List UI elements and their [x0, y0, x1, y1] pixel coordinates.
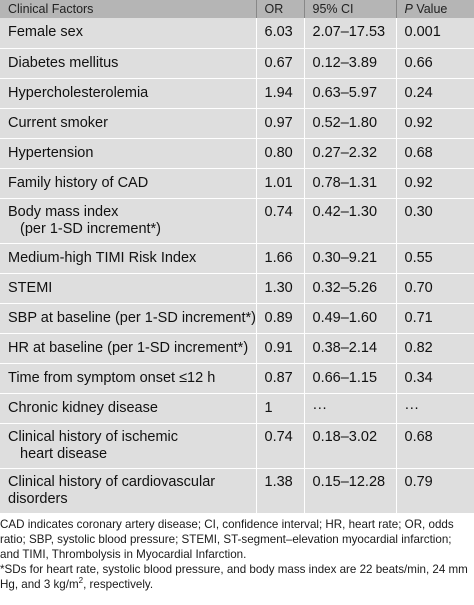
or-cell: 1.66 [256, 243, 305, 273]
p-cell: 0.34 [404, 369, 433, 386]
or-cell: 0.91 [256, 333, 305, 363]
factor-cell: HR at baseline (per 1-SD increment*) [0, 333, 257, 363]
abbreviations-footnote: CAD indicates coronary artery disease; C… [0, 518, 454, 561]
table-row: Body mass index (per 1-SD increment*) 0.7… [0, 198, 474, 243]
header-p-rest: Value [412, 2, 448, 16]
p-cell: 0.55 [404, 249, 433, 266]
sd-footnote-text: *SDs for heart rate, systolic blood pres… [0, 563, 468, 591]
or-cell: 0.87 [256, 363, 305, 393]
header-confidence-interval: 95% CI [304, 0, 397, 18]
ci-cell: 0.15–12.28 [304, 468, 397, 513]
factor-line-1: Clinical history of ischemic [8, 428, 179, 445]
factor-cell: Body mass index (per 1-SD increment*) [0, 198, 257, 243]
p-cell: 0.68 [404, 428, 433, 445]
or-cell: 1.30 [256, 273, 305, 303]
factor-cell: Chronic kidney disease [0, 393, 257, 423]
ci-cell: 0.78–1.31 [304, 168, 397, 198]
ci-cell: 0.12–3.89 [304, 48, 397, 78]
factor-cell: Clinical history of ischemic heart diseas… [0, 423, 257, 468]
table-row: Current smoker 0.97 0.52–1.80 0.92 [0, 108, 474, 138]
ci-cell: 0.30–9.21 [304, 243, 397, 273]
or-cell: 0.74 [256, 423, 305, 468]
table-row: Chronic kidney disease 1 ··· ··· [0, 393, 474, 423]
ci-cell: 0.52–1.80 [304, 108, 397, 138]
factor-line-2: disorders [8, 490, 68, 507]
factor-line-2: heart disease [20, 445, 108, 462]
or-cell: 1.94 [256, 78, 305, 108]
or-cell: 1 [256, 393, 305, 423]
table-footnotes: CAD indicates coronary artery disease; C… [0, 517, 470, 592]
p-cell: 0.001 [404, 24, 441, 41]
p-cell: 0.70 [404, 279, 433, 296]
table-row: STEMI 1.30 0.32–5.26 0.70 [0, 273, 474, 303]
sd-footnote: *SDs for heart rate, systolic blood pres… [0, 562, 470, 592]
table-row: Hypertension 0.80 0.27–2.32 0.68 [0, 138, 474, 168]
ci-cell: ··· [304, 393, 397, 423]
header-odds-ratio: OR [256, 0, 305, 18]
table-row: Diabetes mellitus 0.67 0.12–3.89 0.66 [0, 48, 474, 78]
header-p-letter: P [404, 2, 413, 16]
table-row: Hypercholesterolemia 1.94 0.63–5.97 0.24 [0, 78, 474, 108]
factor-cell: Female sex [0, 18, 257, 48]
factor-cell: Current smoker [0, 108, 257, 138]
or-cell: 6.03 [256, 18, 305, 48]
ci-cell: 0.49–1.60 [304, 303, 397, 333]
factor-line-1: Body mass index [8, 203, 119, 220]
or-cell: 0.89 [256, 303, 305, 333]
table-row: Time from symptom onset ≤12 h 0.87 0.66–… [0, 363, 474, 393]
ci-cell: 0.38–2.14 [304, 333, 397, 363]
p-cell: 0.24 [404, 84, 433, 101]
ci-cell: 0.63–5.97 [304, 78, 397, 108]
clinical-factors-table: Clinical Factors OR 95% CI P Value Femal… [0, 0, 474, 513]
p-cell: ··· [404, 399, 420, 416]
p-cell: 0.66 [404, 54, 433, 71]
factor-cell: Family history of CAD [0, 168, 257, 198]
factor-cell: Medium-high TIMI Risk Index [0, 243, 257, 273]
factor-cell: Hypercholesterolemia [0, 78, 257, 108]
or-cell: 0.97 [256, 108, 305, 138]
or-cell: 0.67 [256, 48, 305, 78]
or-cell: 1.38 [256, 468, 305, 513]
p-cell: 0.79 [404, 473, 433, 490]
factor-line-1: Clinical history of cardiovascular [8, 473, 216, 490]
table-row: Female sex 6.03 2.07–17.53 0.001 [0, 18, 474, 48]
factor-cell: STEMI [0, 273, 257, 303]
p-cell: 0.92 [404, 114, 433, 131]
table-row: Clinical history of cardiovascular disord… [0, 468, 474, 513]
p-cell: 0.30 [404, 203, 433, 220]
factor-cell: Diabetes mellitus [0, 48, 257, 78]
ci-cell: 0.27–2.32 [304, 138, 397, 168]
ci-cell: 0.32–5.26 [304, 273, 397, 303]
table-header-row: Clinical Factors OR 95% CI P Value [0, 0, 474, 18]
p-cell: 0.71 [404, 309, 433, 326]
table-row: Family history of CAD 1.01 0.78–1.31 0.9… [0, 168, 474, 198]
or-cell: 0.80 [256, 138, 305, 168]
table-row: HR at baseline (per 1-SD increment*) 0.9… [0, 333, 474, 363]
table-row: Clinical history of ischemic heart diseas… [0, 423, 474, 468]
header-p-value: P Value [396, 0, 474, 18]
p-cell: 0.92 [404, 174, 433, 191]
results-table-container: Clinical Factors OR 95% CI P Value Femal… [0, 0, 474, 513]
sd-footnote-tail: , respectively. [83, 578, 154, 591]
factor-cell: SBP at baseline (per 1-SD increment*) [0, 303, 257, 333]
factor-cell: Hypertension [0, 138, 257, 168]
factor-cell: Clinical history of cardiovascular disord… [0, 468, 257, 513]
factor-line-2: (per 1-SD increment*) [20, 220, 162, 237]
or-cell: 0.74 [256, 198, 305, 243]
ci-cell: 2.07–17.53 [304, 18, 397, 48]
or-cell: 1.01 [256, 168, 305, 198]
ci-cell: 0.18–3.02 [304, 423, 397, 468]
ci-cell: 0.42–1.30 [304, 198, 397, 243]
table-row: SBP at baseline (per 1-SD increment*) 0.… [0, 303, 474, 333]
header-clinical-factors: Clinical Factors [0, 0, 257, 18]
p-cell: 0.82 [404, 339, 433, 356]
factor-cell: Time from symptom onset ≤12 h [0, 363, 257, 393]
p-cell: 0.68 [404, 144, 433, 161]
table-row: Medium-high TIMI Risk Index 1.66 0.30–9.… [0, 243, 474, 273]
sd-footnote-superscript: 2 [78, 576, 84, 586]
ci-cell: 0.66–1.15 [304, 363, 397, 393]
